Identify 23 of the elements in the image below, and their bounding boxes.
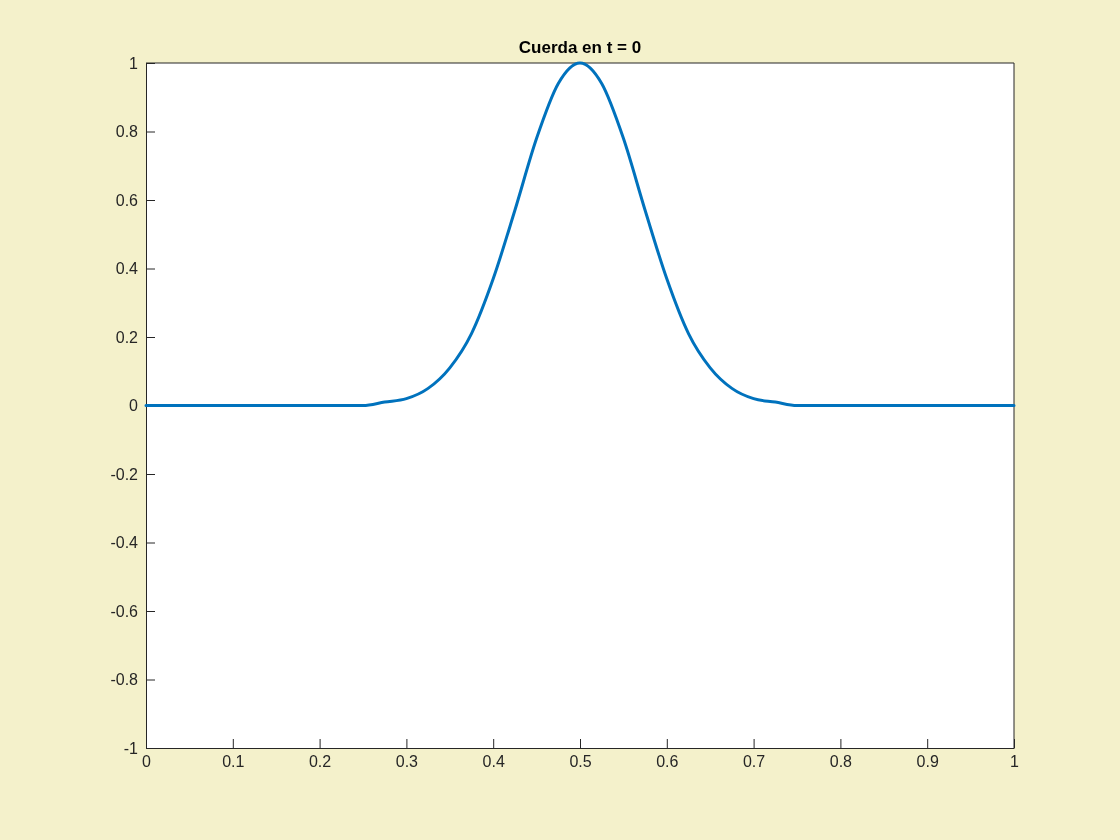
y-tick-label: 0.2 (115, 328, 139, 346)
x-tick-label: 0.4 (482, 753, 505, 771)
x-tick-label: 0.9 (916, 753, 939, 771)
x-tick-label: 0 (142, 753, 152, 771)
y-tick-label: -0.4 (110, 534, 139, 552)
y-tick-label: -0.8 (110, 671, 139, 689)
y-tick-label: 0.4 (115, 260, 139, 278)
x-tick-label: 0.3 (395, 753, 419, 771)
y-tick-label: 1 (129, 54, 139, 72)
y-tick-label: -1 (123, 739, 139, 757)
y-tick-label: 0.6 (115, 191, 139, 209)
y-tick-label: -0.6 (110, 602, 139, 620)
x-tick-label: 0.1 (222, 753, 245, 771)
y-tick-label: 0.8 (115, 123, 139, 141)
chart-title: Cuerda en t = 0 (518, 38, 642, 57)
y-tick-label: -0.2 (110, 465, 139, 483)
x-tick-label: 0.6 (656, 753, 679, 771)
y-tick-label: 0 (129, 397, 139, 415)
x-tick-label: 0.8 (829, 753, 853, 771)
x-tick-label: 0.2 (308, 753, 332, 771)
x-tick-label: 0.5 (569, 753, 592, 771)
x-tick-label: 1 (1010, 753, 1020, 771)
x-tick-label: 0.7 (742, 753, 766, 771)
